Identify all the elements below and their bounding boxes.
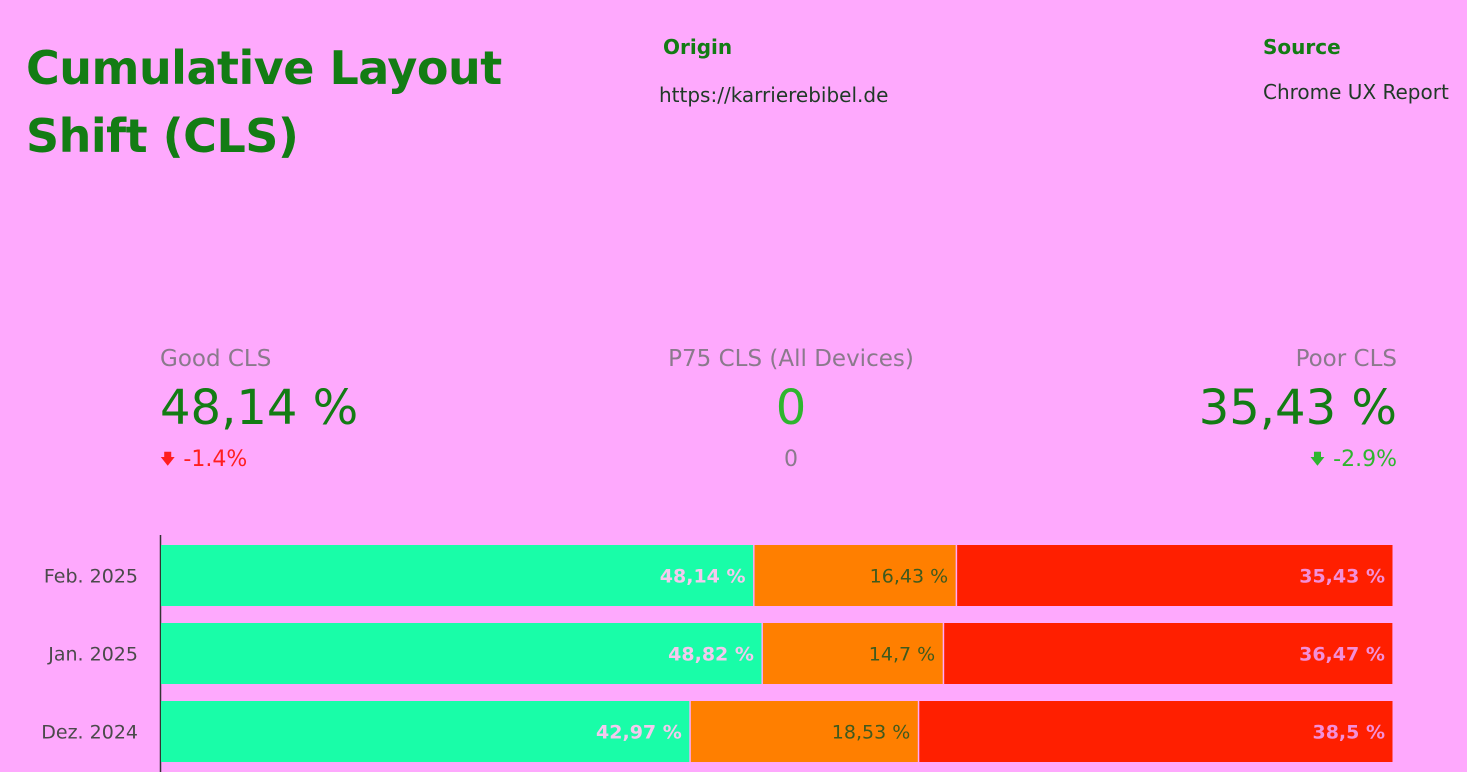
cls-distribution-chart: Feb. 2025 48,14 % 16,43 % 35,43 % Jan. 2025 4… (41, 535, 1393, 772)
arrow-down-icon: 🡇 (1309, 450, 1326, 468)
data-label: 14,7 % (869, 644, 935, 666)
bar-segment[interactable] (161, 701, 690, 762)
source-label: Source (1263, 35, 1341, 59)
origin-label: Origin (663, 35, 733, 59)
good-cls-label: Good CLS (160, 346, 272, 372)
bar-segment[interactable] (762, 623, 943, 684)
category-label: Feb. 2025 (44, 566, 138, 588)
bar-segment[interactable] (161, 545, 754, 606)
data-label: 16,43 % (870, 566, 949, 588)
bar-segment[interactable] (754, 545, 956, 606)
data-label: 18,53 % (832, 722, 911, 744)
p75-cls-sub: 0 (784, 447, 798, 472)
data-label: 36,47 % (1299, 644, 1385, 666)
data-label: 48,14 % (660, 566, 746, 588)
category-label: Dez. 2024 (41, 722, 138, 744)
data-label: 38,5 % (1312, 722, 1385, 744)
bar-segment[interactable] (161, 623, 762, 684)
good-cls-value: 48,14 % (160, 380, 359, 436)
page-title: Cumulative Layout Shift (CLS) (26, 41, 502, 163)
bar-segment[interactable] (690, 701, 918, 762)
data-label: 42,97 % (596, 722, 682, 744)
data-label: 35,43 % (1299, 566, 1385, 588)
bar-segment[interactable] (957, 545, 1393, 606)
p75-cls-label: P75 CLS (All Devices) (668, 346, 914, 372)
bar-segment[interactable] (944, 623, 1393, 684)
good-cls-delta: 🡇 -1.4% (160, 447, 247, 474)
data-label: 48,82 % (668, 644, 754, 666)
poor-cls-value: 35,43 % (1198, 380, 1397, 436)
poor-cls-label: Poor CLS (1295, 346, 1397, 372)
poor-cls-delta-value: -2.9% (1333, 447, 1397, 472)
p75-cls-value: 0 (775, 380, 807, 436)
good-cls-delta-value: -1.4% (183, 447, 248, 472)
bar-segment[interactable] (919, 701, 1393, 762)
category-label: Jan. 2025 (47, 644, 138, 666)
source-value: Chrome UX Report (1263, 80, 1449, 104)
poor-cls-delta: 🡇 -2.9% (1310, 447, 1397, 474)
arrow-down-icon: 🡇 (160, 450, 176, 468)
origin-value: https://karrierebibel.de (659, 83, 889, 107)
